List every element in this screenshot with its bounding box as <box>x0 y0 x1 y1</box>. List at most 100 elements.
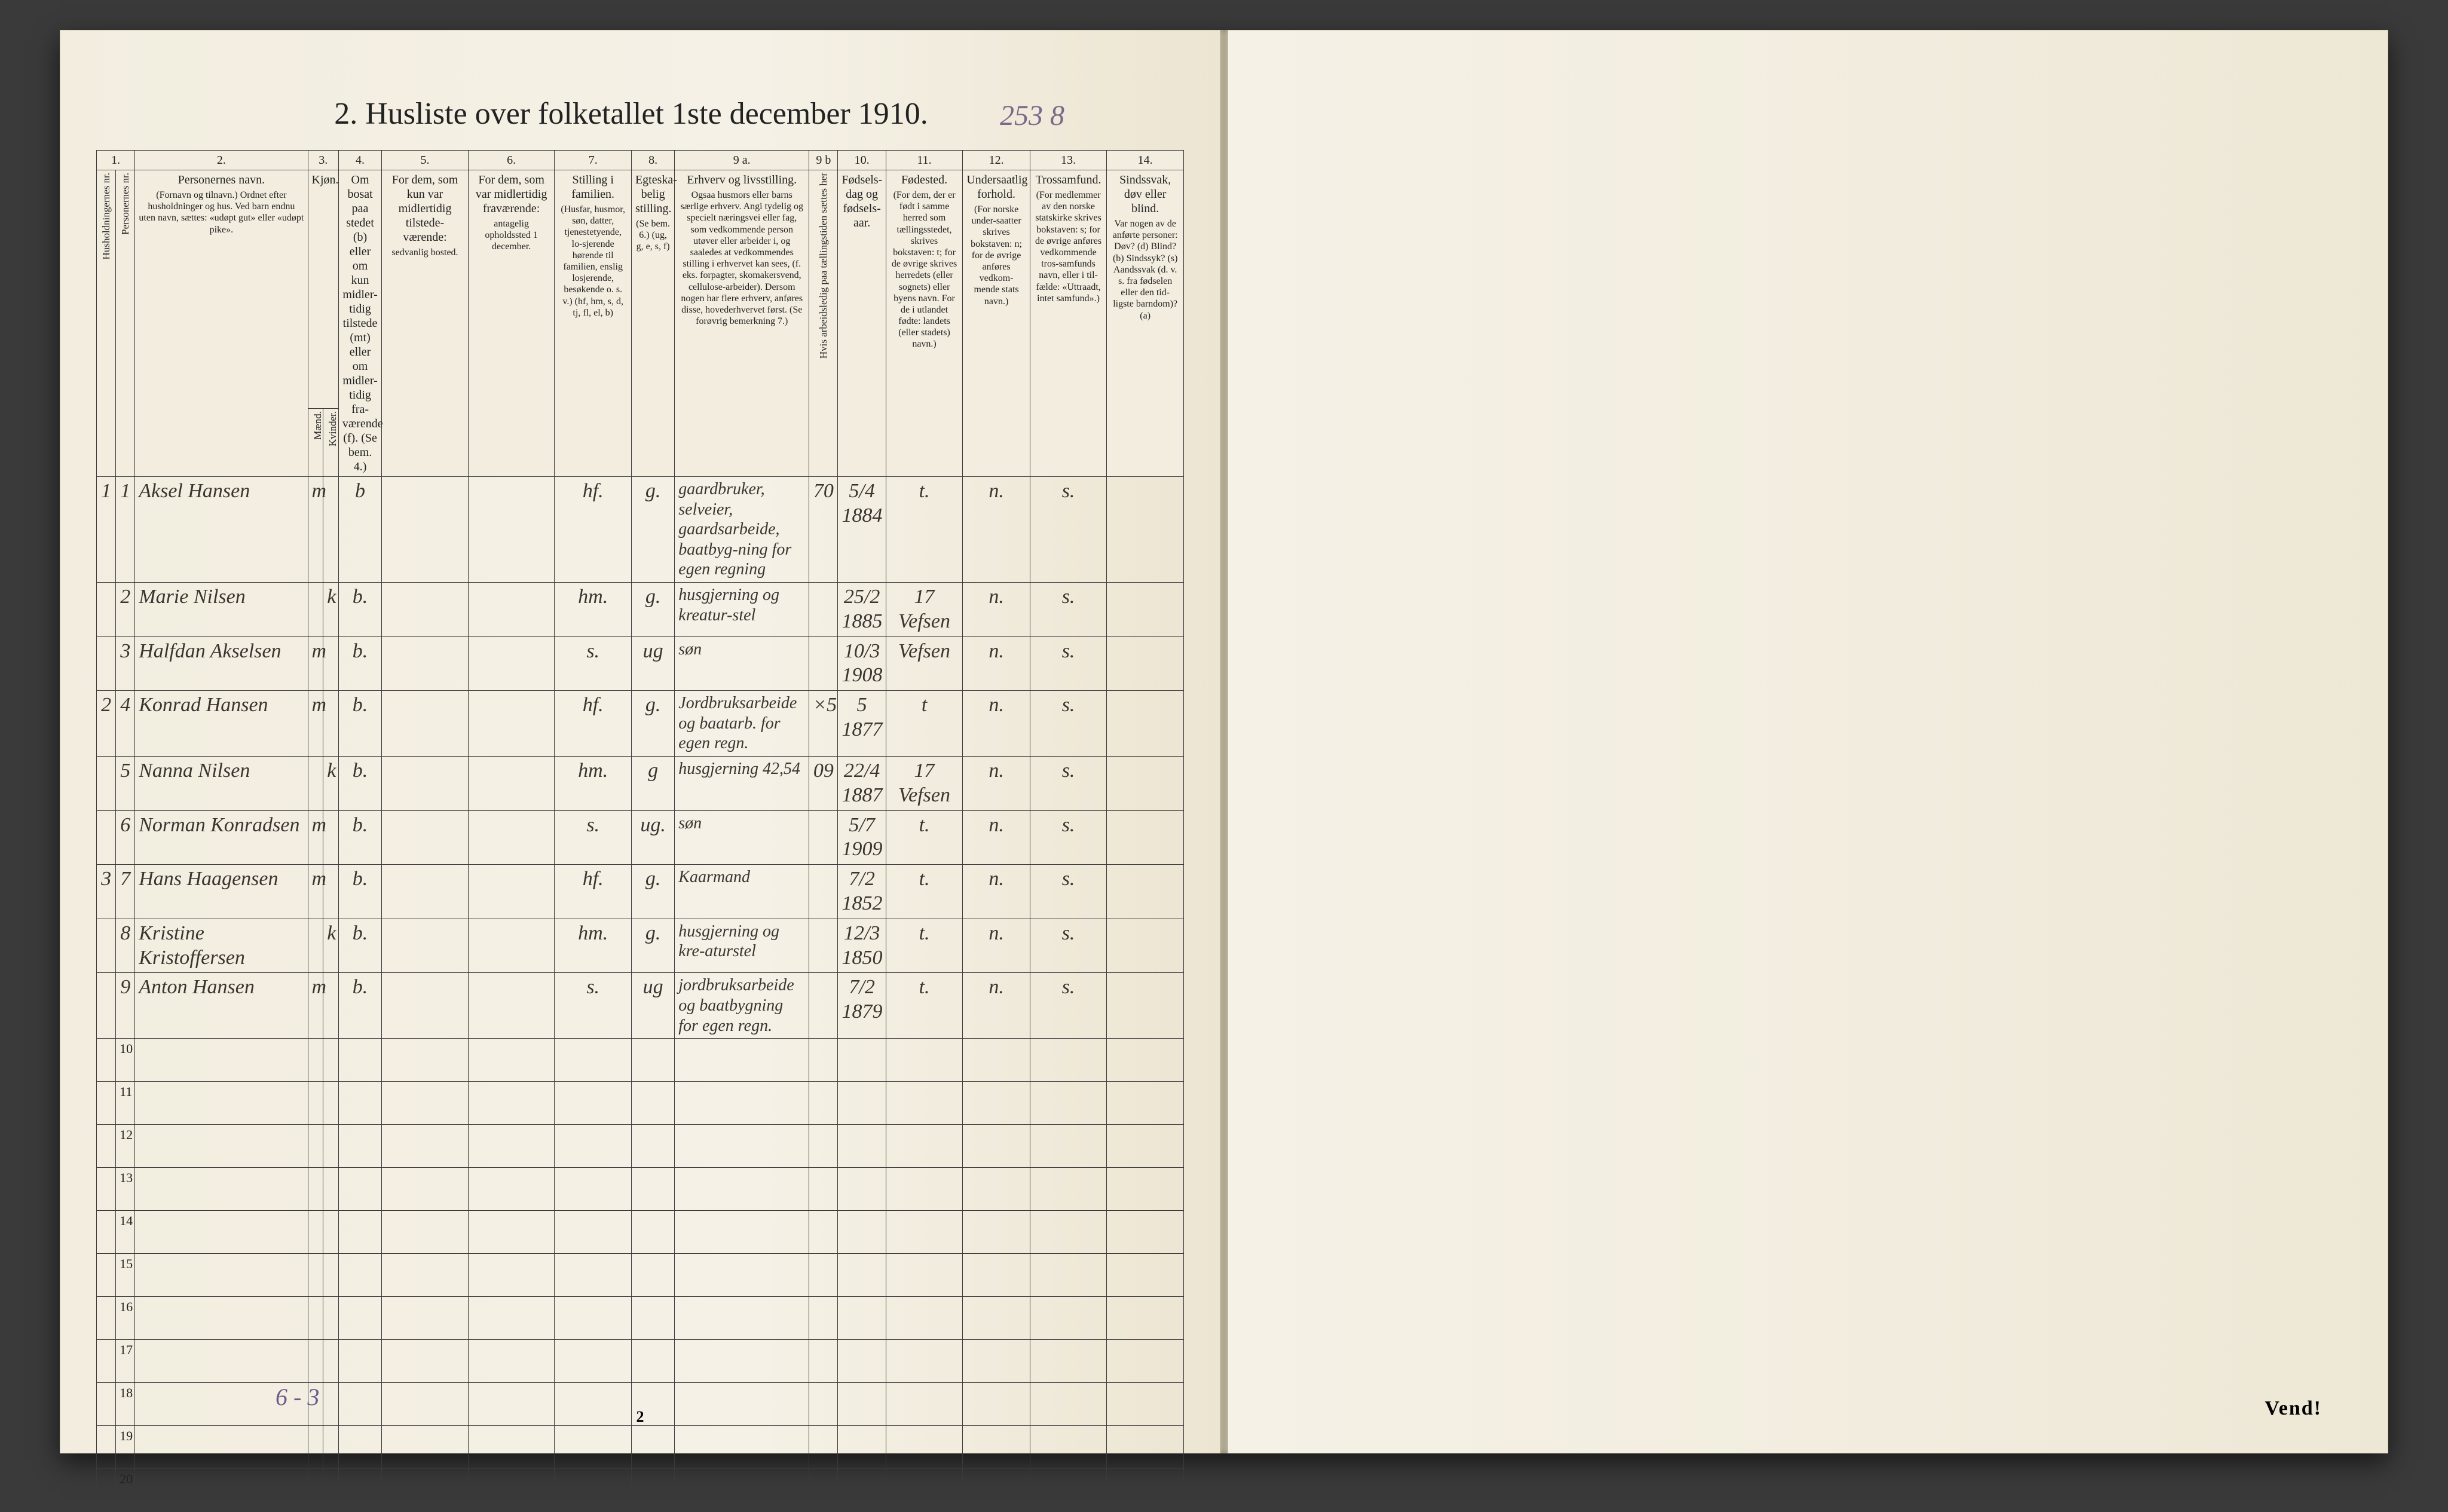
cell <box>135 1297 308 1340</box>
occupation: søn <box>675 636 809 691</box>
cell <box>97 1039 116 1082</box>
cell <box>135 1340 308 1383</box>
birthplace: t. <box>886 477 963 583</box>
cell: hf. <box>555 691 632 757</box>
cell: 16 <box>116 1297 135 1340</box>
cell <box>963 1082 1030 1125</box>
cell <box>468 477 555 583</box>
cell <box>97 1254 116 1297</box>
census-table: 1. 2. 3. 4. 5. 6. 7. 8. 9 a. 9 b 10. 11.… <box>96 150 1184 1512</box>
cell <box>308 1082 323 1125</box>
cell <box>555 1383 632 1426</box>
cell <box>838 1211 886 1254</box>
cell: 11 <box>116 1082 135 1125</box>
cell <box>809 865 838 919</box>
right-page: Vend! <box>1228 30 2388 1453</box>
cell <box>1030 1125 1107 1168</box>
cell <box>382 1426 469 1469</box>
cell: s. <box>1030 973 1107 1039</box>
cell <box>1030 1383 1107 1426</box>
cell <box>323 1039 339 1082</box>
table-row: 15 <box>97 1254 1184 1297</box>
cell <box>555 1211 632 1254</box>
cell <box>1107 1383 1184 1426</box>
birthplace: t. <box>886 865 963 919</box>
cell <box>468 582 555 636</box>
col1b-label: Personernes nr. <box>120 173 131 235</box>
cell <box>382 1383 469 1426</box>
cell <box>555 1254 632 1297</box>
table-row: 10 <box>97 1039 1184 1082</box>
cell: s. <box>555 810 632 865</box>
birth-date: 5/4 1884 <box>838 477 886 583</box>
cell <box>468 756 555 810</box>
table-row: 17 <box>97 1340 1184 1383</box>
col4-header: Om bosat paa stedet (b) eller om kun mid… <box>338 170 381 477</box>
person-name: Kristine Kristoffersen <box>135 919 308 973</box>
table-row: 9Anton Hansenmb.s.ugjordbruksarbeide og … <box>97 973 1184 1039</box>
cell <box>1107 1039 1184 1082</box>
cell <box>631 1469 674 1512</box>
cell <box>382 1254 469 1297</box>
person-number: 6 <box>116 810 135 865</box>
cell <box>886 1168 963 1211</box>
cell <box>1107 477 1184 583</box>
table-row: 8Kristine Kristoffersenkb.hm.g.husgjerni… <box>97 919 1184 973</box>
household-number: 2 <box>97 691 116 757</box>
cell <box>338 1168 381 1211</box>
cell <box>135 1469 308 1512</box>
cell: g. <box>631 919 674 973</box>
col7-header: Stilling i familien.(Husfar, husmor, søn… <box>555 170 632 477</box>
cell <box>809 1340 838 1383</box>
cell: ×5 <box>809 691 838 757</box>
cell <box>468 919 555 973</box>
cell <box>631 1125 674 1168</box>
cell: s. <box>555 973 632 1039</box>
person-name: Aksel Hansen <box>135 477 308 583</box>
cell: m <box>308 865 323 919</box>
cell: s. <box>1030 865 1107 919</box>
cell <box>1030 1340 1107 1383</box>
occupation: Kaarmand <box>675 865 809 919</box>
cell <box>963 1297 1030 1340</box>
cell <box>675 1297 809 1340</box>
cell <box>675 1340 809 1383</box>
cell: b. <box>338 810 381 865</box>
cell <box>308 582 323 636</box>
cell <box>886 1082 963 1125</box>
cell <box>382 1125 469 1168</box>
occupation: jordbruksarbeide og baatbygning for egen… <box>675 973 809 1039</box>
person-number: 7 <box>116 865 135 919</box>
cell <box>1107 691 1184 757</box>
cell <box>382 1039 469 1082</box>
col11-header: Fødested.(For dem, der er født i samme h… <box>886 170 963 477</box>
cell <box>323 1297 339 1340</box>
person-number: 2 <box>116 582 135 636</box>
cell <box>323 1426 339 1469</box>
cell: 18 <box>116 1383 135 1426</box>
cell: n. <box>963 919 1030 973</box>
col12-header: Undersaatlig forhold.(For norske under-s… <box>963 170 1030 477</box>
col6-header: For dem, som var midlertidig fraværende:… <box>468 170 555 477</box>
cell <box>675 1125 809 1168</box>
table-row: 24Konrad Hansenmb.hf.g.Jordbruksarbeide … <box>97 691 1184 757</box>
cell: b. <box>338 582 381 636</box>
cell <box>809 1125 838 1168</box>
cell: ug <box>631 973 674 1039</box>
cell: n. <box>963 636 1030 691</box>
cell <box>468 1254 555 1297</box>
cell <box>135 1039 308 1082</box>
cell: 70 <box>809 477 838 583</box>
person-number: 9 <box>116 973 135 1039</box>
cell <box>308 1125 323 1168</box>
household-number <box>97 973 116 1039</box>
cell: b. <box>338 919 381 973</box>
cell <box>963 1168 1030 1211</box>
person-number: 3 <box>116 636 135 691</box>
cell <box>338 1039 381 1082</box>
person-name: Nanna Nilsen <box>135 756 308 810</box>
cell <box>97 1469 116 1512</box>
cell <box>838 1082 886 1125</box>
cell <box>135 1211 308 1254</box>
household-number <box>97 919 116 973</box>
